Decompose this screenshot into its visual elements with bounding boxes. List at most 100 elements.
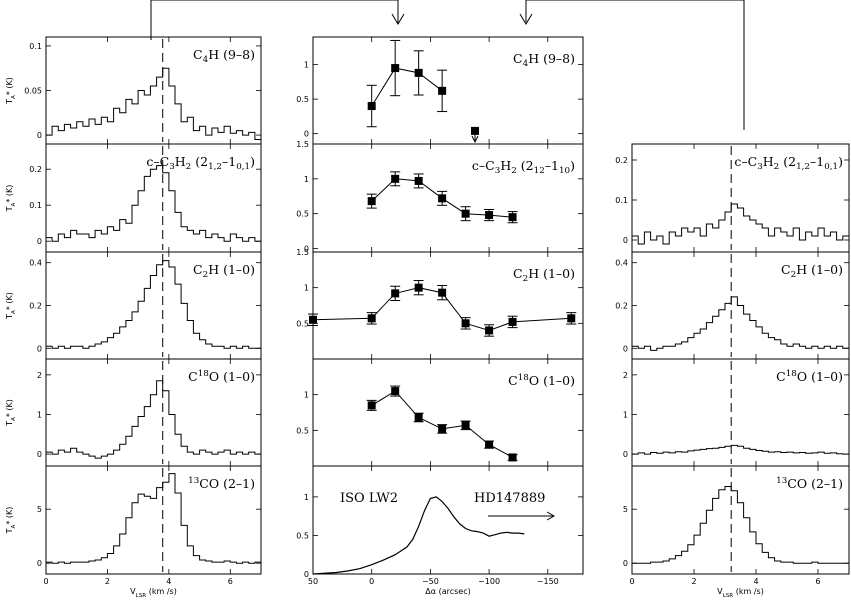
intensity-ytick-label: 0.5	[296, 95, 309, 104]
spectrum-ytick-label: 0.2	[615, 156, 628, 165]
middle-panel-4: 0.5 1 C18O (1–0)	[296, 358, 584, 467]
spectrum-line	[46, 473, 261, 564]
left-arrow-head	[391, 13, 405, 25]
x-axis-label: VLSR (km /s)	[717, 587, 764, 599]
data-point	[367, 314, 376, 323]
y-axis-label-group: TA* (K)	[5, 292, 17, 320]
middle-panel-2: 0 0.5 1 1.5 c–C3H2 (212–110)	[296, 140, 584, 254]
intensity-ytick-label: 0	[304, 130, 309, 139]
middle-profile-column: 0 0.5 1 C4H (9–8) 0 0.5 1 1.5 c–C3H2 (212–110) 0.…	[296, 36, 584, 596]
profile-connect-line	[371, 67, 443, 107]
data-point	[438, 424, 447, 433]
data-point	[414, 413, 423, 422]
intensity-ytick-label: 0.5	[296, 319, 309, 328]
upper-limit-point	[471, 126, 479, 135]
intensity-ytick-label: 1	[304, 391, 309, 400]
y-axis-label-group: TA* (K)	[5, 185, 17, 213]
intensity-ytick-label: 0.5	[296, 426, 309, 435]
data-point	[367, 197, 376, 206]
intensity-ytick-label: 0.5	[296, 210, 309, 219]
offset-xtick-label: −150	[537, 577, 559, 586]
intensity-ytick-label: 1.5	[296, 140, 309, 149]
panel-label: c–C3H2 (212–110)	[472, 158, 575, 176]
y-axis-label-group: TA* (K)	[5, 507, 17, 535]
spectrum-ytick-label: 0	[37, 559, 42, 568]
spectrum-ytick-label: 1	[37, 410, 42, 419]
spectrum-ytick-label: 2	[623, 371, 628, 380]
data-point	[461, 209, 470, 218]
panel-label: 13CO (2–1)	[776, 476, 843, 491]
panel-label: c–C3H2 (21,2–10,1)	[734, 154, 843, 172]
spectrum-ytick-label: 0.4	[615, 259, 628, 268]
intensity-ytick-label: 0.5	[296, 531, 309, 540]
annotation-hd147889: HD147889	[474, 491, 545, 506]
data-point	[391, 289, 400, 298]
spectrum-xtick-label: 4	[753, 577, 758, 586]
spectrum-ytick-label: 0	[623, 344, 628, 353]
data-point	[391, 387, 400, 396]
y-axis-label-group: TA* (K)	[5, 399, 17, 427]
panel-label: C2H (1–0)	[781, 262, 843, 280]
spectrum-ytick-label: 0.1	[29, 42, 42, 51]
data-point	[508, 317, 517, 326]
data-point	[367, 102, 376, 111]
spectrum-ytick-label: 0.1	[615, 196, 628, 205]
data-point	[414, 283, 423, 292]
panel-label: C18O (1–0)	[776, 369, 843, 384]
data-point	[485, 211, 494, 220]
spectrum-ytick-label: 0	[37, 450, 42, 459]
spectrum-xtick-label: 6	[815, 577, 820, 586]
spectrum-xtick-label: 0	[629, 577, 634, 586]
panel-label: C4H (9–8)	[193, 47, 255, 65]
data-point	[438, 288, 447, 297]
panel-label: C4H (9–8)	[513, 51, 575, 69]
offset-xtick-label: 50	[308, 577, 318, 586]
emission-profile-line	[312, 496, 525, 575]
data-point	[485, 326, 494, 335]
offset-xtick-label: −50	[422, 577, 439, 586]
right-panel-2: 0 0.2 0.4 C2H (1–0)	[615, 251, 850, 360]
data-point	[438, 194, 447, 203]
right-connector-line	[525, 0, 745, 130]
spectrum-xtick-label: 0	[43, 577, 48, 586]
offset-xtick-label: 0	[369, 577, 374, 586]
intensity-ytick-label: 1	[304, 175, 309, 184]
direction-arrowhead	[546, 511, 556, 521]
spectrum-ytick-label: 2	[37, 371, 42, 380]
connector-arrows	[150, 0, 745, 130]
left-panel-1: 0 0.05 0.1 C4H (9–8) TA* (K)	[5, 36, 262, 145]
spectrum-line	[632, 444, 849, 455]
y-axis-label: TA* (K)	[5, 185, 17, 213]
intensity-ytick-label: 1	[304, 61, 309, 70]
intensity-ytick-label: 0	[304, 570, 309, 579]
spectrum-line	[46, 380, 261, 459]
data-point	[508, 453, 517, 462]
spectrum-ytick-label: 5	[37, 505, 42, 514]
left-connector-line	[150, 0, 399, 40]
intensity-ytick-label: 1.5	[296, 248, 309, 257]
left-panel-4: 0 1 2 C18O (1–0) TA* (K)	[5, 358, 262, 467]
data-point	[391, 174, 400, 183]
annotation-iso-lw2: ISO LW2	[340, 491, 398, 506]
panel-frame	[45, 465, 262, 575]
spectrum-ytick-label: 1	[623, 410, 628, 419]
intensity-ytick-label: 1	[304, 284, 309, 293]
spectrum-ytick-label: 0	[37, 344, 42, 353]
panel-frame	[312, 465, 584, 575]
intensity-ytick-label: 0	[304, 245, 309, 254]
x-axis-label: VLSR (km /s)	[130, 587, 177, 599]
data-point	[414, 68, 423, 77]
spectrum-ytick-label: 5	[623, 505, 628, 514]
data-point	[567, 314, 576, 323]
spectrum-ytick-label: 0	[623, 450, 628, 459]
spectrum-ytick-label: 0	[623, 559, 628, 568]
spectrum-ytick-label: 0.1	[29, 201, 42, 210]
panel-label: c–C3H2 (21,2–10,1)	[146, 154, 255, 172]
data-point	[414, 176, 423, 185]
intensity-ytick-label: 1	[304, 493, 309, 502]
right-spectra-column: 0 0.1 0.2 c–C3H2 (21,2–10,1) 0 0.2 0.4 C2H (1–0…	[615, 143, 850, 599]
spectrum-ytick-label: 0	[623, 236, 628, 245]
offset-xtick-label: −100	[478, 577, 500, 586]
